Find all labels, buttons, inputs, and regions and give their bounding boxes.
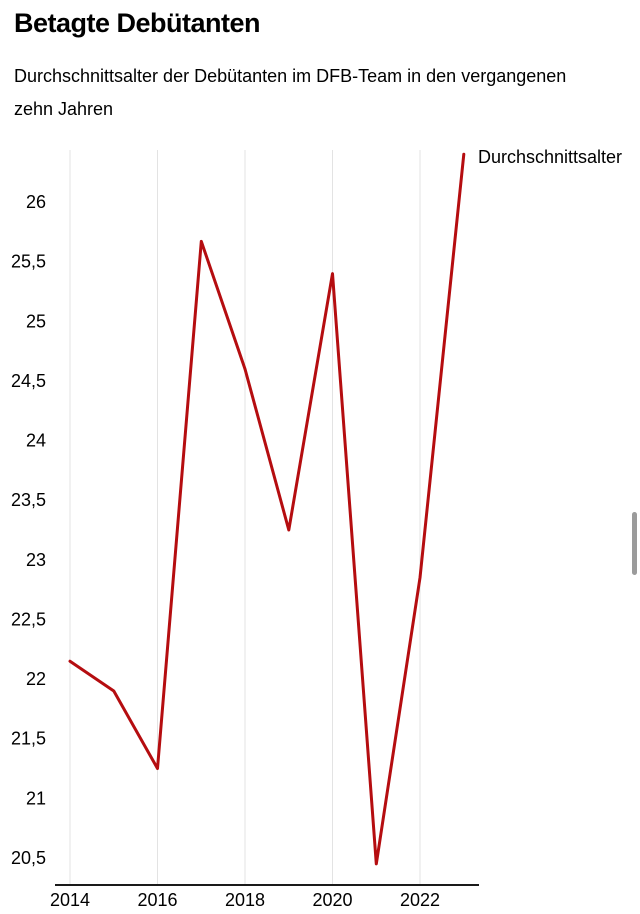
scrollbar-thumb[interactable] [632,512,637,575]
y-tick-label: 23,5 [11,490,46,510]
y-tick-label: 25 [26,311,46,331]
y-tick-label: 24,5 [11,371,46,391]
chart-subtitle: Durchschnittsalter der Debütanten im DFB… [14,66,567,119]
y-tick-label: 24 [26,431,46,451]
y-tick-label: 21,5 [11,729,46,749]
x-tick-label: 2016 [137,890,177,910]
x-tick-label: 2020 [312,890,352,910]
x-tick-label: 2014 [50,890,90,910]
legend-label-durchschnittsalter: Durchschnittsalter [478,147,623,167]
chart-line-durchschnittsalter [68,152,466,866]
y-tick-label: 25,5 [11,252,46,272]
y-tick-label: 22 [26,669,46,689]
page-title: Betagte Debütanten [14,8,261,38]
y-tick-label: 20,5 [11,848,46,868]
y-tick-label: 23 [26,550,46,570]
x-tick-label: 2018 [225,890,265,910]
y-tick-label: 26 [26,192,46,212]
x-tick-label: 2022 [400,890,440,910]
y-tick-label: 21 [26,788,46,808]
y-tick-label: 22,5 [11,609,46,629]
